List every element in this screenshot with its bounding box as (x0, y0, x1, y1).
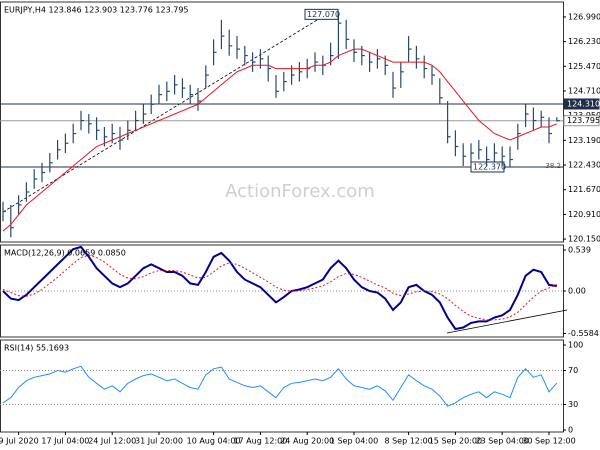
y-tick-label: 122.430 (568, 161, 600, 170)
level-box (563, 115, 600, 127)
watermark: ActionForex.com (225, 181, 375, 202)
level-box (470, 161, 505, 173)
y-tick-label: 123.190 (568, 136, 600, 145)
x-tick-label: 9 Jul 2020 (0, 437, 39, 446)
annotation: 38.2 (545, 162, 561, 170)
panel-title: RSI(14) 55.1693 (4, 344, 69, 353)
x-tick-label: 30 Sep 12:00 (522, 437, 575, 446)
panel-title: EURJPY,H4 123.846 123.903 123.776 123.79… (4, 6, 189, 15)
y-tick-label: 120.910 (568, 210, 600, 219)
series-line (2, 254, 558, 321)
y-tick-label: 121.670 (568, 185, 600, 194)
y-tick-label: 120.150 (568, 235, 600, 244)
x-tick-label: 23 Sep 04:00 (475, 437, 528, 446)
y-tick-label: 100 (568, 341, 583, 350)
y-tick-label: 125.470 (568, 62, 600, 71)
panel-title: MACD(12,26,9) 0.0659 0.0850 (4, 249, 126, 258)
x-tick-label: 31 Jul 20:00 (135, 437, 183, 446)
x-tick-label: 15 Sep 20:00 (429, 437, 482, 446)
level-label: 123.795 (567, 116, 600, 125)
y-tick-label: 0 (568, 426, 573, 435)
panel-frame (0, 339, 564, 433)
x-tick-label: 8 Sep 12:00 (384, 437, 432, 446)
x-tick-label: 10 Aug 04:00 (187, 437, 241, 446)
level-box (563, 98, 600, 110)
y-tick-label: 126.990 (568, 12, 600, 21)
macd-trend-line (446, 309, 568, 334)
y-tick-label: 126.230 (568, 37, 600, 46)
y-tick-label: 0.00 (568, 287, 586, 296)
x-tick-label: 1 Sep 04:00 (330, 437, 378, 446)
x-tick-label: 17 Aug 12:00 (233, 437, 287, 446)
trend-line (2, 16, 323, 213)
y-tick-label: 30 (568, 400, 578, 409)
y-tick-label: -0.5584 (568, 329, 599, 338)
x-tick-label: 24 Jul 12:00 (88, 437, 136, 446)
y-tick-label: 0.539 (568, 246, 591, 255)
y-tick-label: 70 (568, 366, 578, 375)
level-label: 122.370 (473, 162, 506, 171)
series-line (2, 365, 558, 407)
y-tick-label: 124.710 (568, 86, 600, 95)
x-tick-label: 24 Aug 20:00 (280, 437, 334, 446)
level-label: 124.310 (567, 99, 600, 108)
peak-box (304, 8, 339, 20)
peak-label: 127.070 (307, 10, 340, 19)
series-line (2, 245, 557, 331)
x-tick-label: 17 Jul 04:00 (41, 437, 89, 446)
series-line (2, 48, 557, 232)
